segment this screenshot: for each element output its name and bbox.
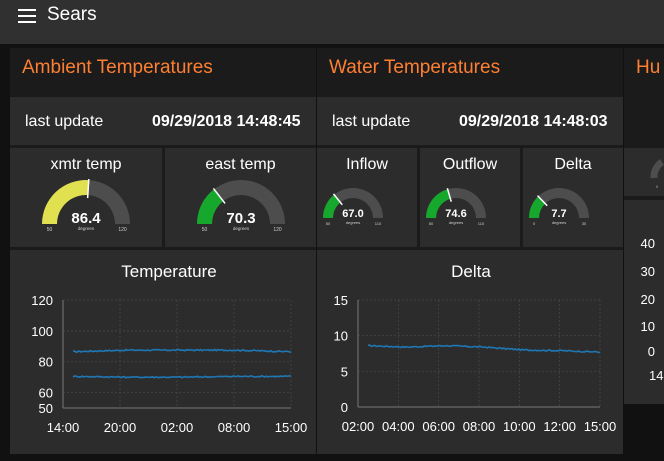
gauge-units: degrees [78, 226, 95, 231]
gauge-track [323, 188, 383, 218]
ambient-last-update-label: last update [25, 113, 104, 130]
delta-chart: Delta 15 10 5 0 02:00 04:00 06:00 08:00 10:00 12:0… [317, 250, 623, 454]
gauge-min-label: 50 [202, 227, 208, 233]
gauge-fill [323, 194, 341, 218]
gauge-needle [86, 179, 90, 199]
x-tick-label: 02:00 [161, 420, 194, 435]
gauge-fill [197, 189, 224, 224]
water-last-update: last update 09/29/2018 14:48:03 [317, 97, 623, 145]
gauge-units: degrees [233, 226, 250, 231]
y-tick-label: 50 [39, 401, 53, 416]
inflow-gauge: Inflow 67.0 degrees 50 110 [317, 148, 417, 247]
water-last-update-value: 09/29/2018 14:48:03 [459, 113, 608, 130]
gauge-max-label: 110 [478, 221, 485, 226]
ambient-group-title: Ambient Temperatures [22, 57, 213, 78]
y-tick-label: 60 [39, 386, 53, 401]
gauge-value: 74.6 [445, 208, 466, 220]
gauge-needle [446, 188, 452, 202]
gauge-max-label: 120 [118, 227, 127, 233]
x-tick-label: 04:00 [382, 419, 415, 434]
gauge-max-label: 30 [582, 221, 587, 226]
humidity-group-title: Hu [636, 57, 661, 78]
delta-gauge: Delta 7.7 degrees 0 30 [523, 148, 623, 247]
gauge-track [529, 188, 589, 218]
gauge-units: degrees [449, 220, 463, 225]
y-tick-label: 40 [641, 236, 655, 251]
x-tick-label: 08:00 [463, 419, 496, 434]
series-line [368, 344, 601, 354]
gauge-needle [212, 187, 226, 204]
humidity-group: Hu 0 40 30 20 10 0 14 [624, 48, 664, 404]
x-tick-label: 06:00 [422, 419, 455, 434]
app-title: Sears [47, 4, 97, 25]
gauge-value: 70.3 [226, 210, 255, 227]
gauge-fill [426, 189, 451, 218]
gauge-max-label: 110 [375, 221, 382, 226]
east-temp-gauge: east temp 70.3 degrees 50 120 [165, 148, 316, 247]
ambient-group: Ambient Temperatures last update 09/29/2… [10, 48, 316, 454]
xmtr-temp-gauge: xmtr temp 86.4 degrees 50 120 [10, 148, 162, 247]
y-tick-label: 10 [641, 319, 655, 334]
gauge-needle [537, 195, 548, 207]
ambient-last-update: last update 09/29/2018 14:48:45 [10, 97, 316, 145]
chart-title: Temperature [121, 262, 216, 281]
y-tick-label: 100 [31, 324, 53, 339]
gauge-title: xmtr temp [50, 156, 122, 173]
top-bar: Sears [0, 0, 664, 44]
x-tick-label: 14:00 [47, 420, 80, 435]
water-group: Water Temperatures last update 09/29/201… [317, 48, 623, 454]
gauge-max-label: 120 [273, 227, 282, 233]
y-tick-label: 0 [648, 344, 655, 359]
gauge-value: 7.7 [551, 208, 566, 220]
gauge-value: 86.4 [71, 210, 101, 227]
series-line [72, 348, 292, 354]
y-tick-label: 15 [334, 293, 348, 308]
gauge-units: degrees [346, 220, 360, 225]
temperature-chart: Temperature 120 100 80 60 50 14:00 20:00 02:00 08… [10, 250, 316, 454]
chart-title: Delta [451, 262, 491, 281]
x-tick-label: 02:00 [342, 419, 375, 434]
gauge-title: Outflow [442, 156, 498, 173]
water-group-title: Water Temperatures [329, 57, 501, 78]
x-tick-label: 20:00 [104, 420, 137, 435]
x-tick-label: 08:00 [218, 420, 251, 435]
y-tick-label: 0 [341, 400, 348, 415]
x-tick-label: 12:00 [543, 419, 576, 434]
hamburger-menu-icon[interactable] [18, 9, 36, 23]
gauge-min-label: 50 [47, 227, 53, 233]
gauge-fill [529, 196, 546, 218]
gauge-units: degrees [552, 220, 566, 225]
series-line [72, 374, 292, 379]
y-tick-label: 10 [334, 329, 348, 344]
gauge-title: east temp [205, 156, 276, 173]
x-tick-label: 15:00 [584, 419, 617, 434]
y-tick-label: 5 [341, 364, 348, 379]
humidity-gauge-partial: 0 [624, 148, 664, 196]
gauge-min-label: 0 [656, 184, 659, 189]
outflow-gauge: Outflow 74.6 degrees 50 110 [420, 148, 520, 247]
gauge-track [197, 180, 285, 224]
x-tick-label: 10:00 [503, 419, 536, 434]
gauge-min-label: 50 [429, 221, 434, 226]
gauge-fill [42, 180, 89, 224]
y-tick-label: 30 [641, 264, 655, 279]
x-tick-label: 15:00 [275, 420, 308, 435]
gauge-title: Delta [554, 156, 592, 173]
gauge-title: Inflow [346, 156, 388, 173]
y-tick-label: 120 [31, 293, 53, 308]
gauge-value: 67.0 [342, 208, 363, 220]
water-last-update-label: last update [332, 113, 411, 130]
ambient-last-update-value: 09/29/2018 14:48:45 [152, 113, 301, 130]
gauge-min-label: 50 [326, 221, 331, 226]
x-tick-label: 14 [649, 368, 663, 383]
gauge-min-label: 0 [533, 221, 536, 226]
gauge-track [650, 159, 664, 179]
gauge-needle [332, 193, 343, 206]
y-tick-label: 20 [641, 292, 655, 307]
y-tick-label: 80 [39, 355, 53, 370]
humidity-chart-partial: 40 30 20 10 0 14 [624, 200, 664, 404]
